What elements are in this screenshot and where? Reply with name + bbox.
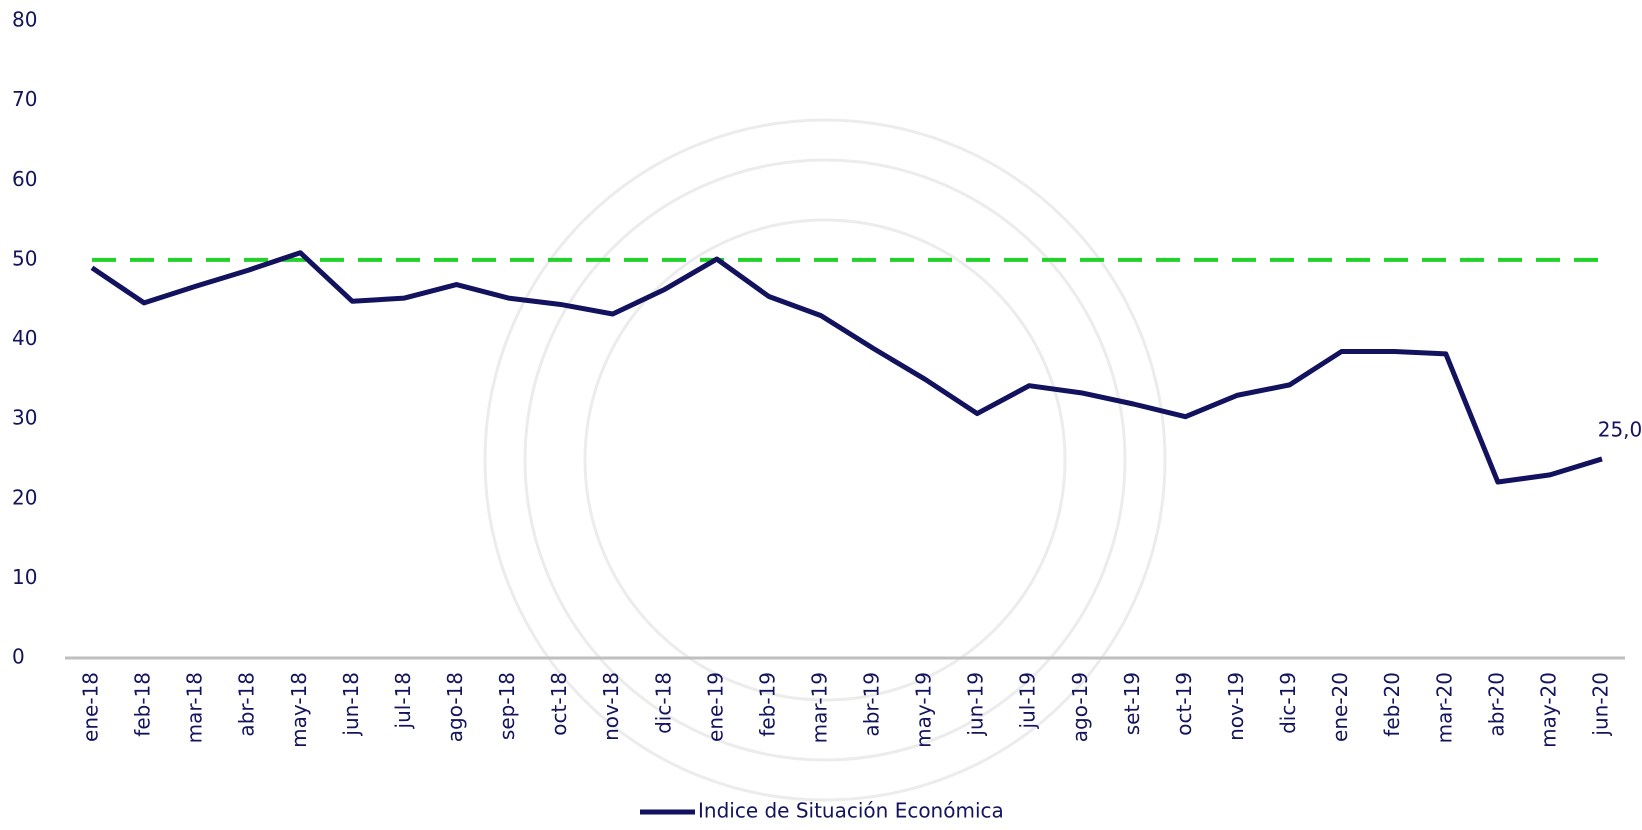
y-tick-label: 20 xyxy=(12,485,37,509)
x-tick-label: ene-18 xyxy=(79,672,103,742)
x-tick-label: set-19 xyxy=(1120,672,1144,735)
y-tick-label: 80 xyxy=(12,8,37,32)
x-tick-label: feb-19 xyxy=(755,672,779,737)
y-tick-label: 40 xyxy=(12,326,37,350)
x-tick-label: feb-20 xyxy=(1380,672,1404,737)
x-tick-label: jun-18 xyxy=(339,672,363,737)
x-tick-label: abr-18 xyxy=(235,672,259,737)
x-tick-label: jul-19 xyxy=(1016,672,1040,729)
x-tick-label: mar-18 xyxy=(183,672,207,743)
x-tick-label: nov-18 xyxy=(599,672,623,741)
x-tick-label: oct-19 xyxy=(1172,672,1196,736)
y-tick-label: 0 xyxy=(12,645,25,669)
x-tick-label: mar-19 xyxy=(807,672,831,743)
x-tick-label: mar-20 xyxy=(1432,672,1456,743)
x-tick-label: ene-20 xyxy=(1328,672,1352,742)
data-line xyxy=(92,253,1602,482)
legend-label: Indice de Situación Económica xyxy=(698,799,1004,823)
x-tick-label: abr-19 xyxy=(860,672,884,737)
x-tick-label: jun-20 xyxy=(1589,672,1613,737)
y-tick-label: 60 xyxy=(12,167,37,191)
x-tick-label: may-20 xyxy=(1536,672,1560,748)
x-tick-label: feb-18 xyxy=(131,672,155,737)
x-tick-label: jul-18 xyxy=(391,672,415,729)
data-label: 25,0 xyxy=(1598,417,1642,441)
x-tick-label: may-18 xyxy=(287,672,311,748)
x-tick-label: sep-18 xyxy=(495,672,519,740)
x-tick-label: ago-19 xyxy=(1068,672,1092,742)
y-tick-label: 30 xyxy=(12,406,37,430)
x-tick-label: oct-18 xyxy=(547,672,571,736)
y-tick-label: 10 xyxy=(12,565,37,589)
x-tick-label: abr-20 xyxy=(1484,672,1508,737)
y-tick-label: 70 xyxy=(12,87,37,111)
x-tick-label: dic-18 xyxy=(651,672,675,734)
y-tick-label: 50 xyxy=(12,246,37,270)
chart: 0 10 20 30 40 50 60 70 80 ene-18 feb-18 mar-18 abr-1… xyxy=(0,0,1642,830)
x-tick-label: ago-18 xyxy=(443,672,467,742)
x-tick-label: may-19 xyxy=(912,672,936,748)
x-tick-label: dic-19 xyxy=(1276,672,1300,734)
x-tick-label: nov-19 xyxy=(1224,672,1248,741)
x-tick-label: jun-19 xyxy=(964,672,988,737)
x-tick-label: ene-19 xyxy=(703,672,727,742)
